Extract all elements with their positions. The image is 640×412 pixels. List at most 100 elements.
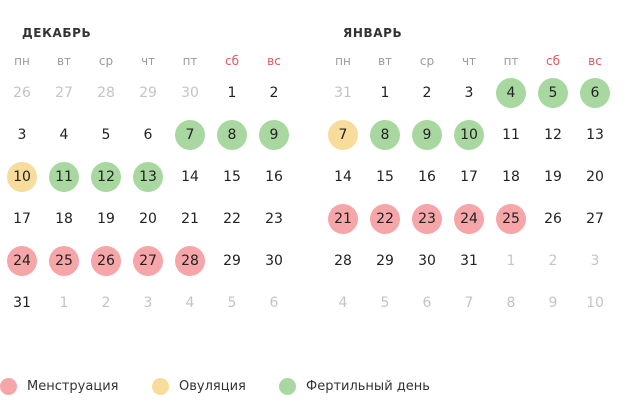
day-cell-outside-month[interactable]: 8 — [490, 282, 532, 324]
day-cell[interactable]: 29 — [364, 240, 406, 282]
day-cell-menstruation[interactable]: 23 — [406, 198, 448, 240]
day-cell[interactable]: 5 — [85, 114, 127, 156]
day-cell-menstruation[interactable]: 24 — [448, 198, 490, 240]
day-cell-outside-month[interactable]: 26 — [1, 72, 43, 114]
day-cell[interactable]: 12 — [532, 114, 574, 156]
day-cell[interactable]: 1 — [364, 72, 406, 114]
day-cell-fertile[interactable]: 9 — [253, 114, 295, 156]
day-cell-outside-month[interactable]: 5 — [364, 282, 406, 324]
day-cell[interactable]: 2 — [406, 72, 448, 114]
day-cell-menstruation[interactable]: 28 — [169, 240, 211, 282]
day-cell-outside-month[interactable]: 6 — [406, 282, 448, 324]
day-cell[interactable]: 20 — [574, 156, 616, 198]
day-cell[interactable]: 4 — [43, 114, 85, 156]
day-number: 26 — [97, 253, 115, 269]
day-cell-fertile[interactable]: 4 — [490, 72, 532, 114]
day-cell[interactable]: 15 — [211, 156, 253, 198]
day-number: 27 — [55, 85, 73, 101]
day-cell[interactable]: 17 — [448, 156, 490, 198]
day-cell-fertile[interactable]: 12 — [85, 156, 127, 198]
day-cell[interactable]: 28 — [322, 240, 364, 282]
day-number: 9 — [269, 127, 279, 143]
day-cell-fertile[interactable]: 9 — [406, 114, 448, 156]
day-cell[interactable]: 21 — [169, 198, 211, 240]
day-number: 20 — [139, 211, 157, 227]
day-cell[interactable]: 19 — [532, 156, 574, 198]
day-cell[interactable]: 18 — [490, 156, 532, 198]
day-cell-outside-month[interactable]: 27 — [43, 72, 85, 114]
day-cell[interactable]: 1 — [211, 72, 253, 114]
day-cell-outside-month[interactable]: 1 — [490, 240, 532, 282]
day-cell-outside-month[interactable]: 29 — [127, 72, 169, 114]
day-cell-outside-month[interactable]: 9 — [532, 282, 574, 324]
day-number: 31 — [334, 85, 352, 101]
day-cell-outside-month[interactable]: 3 — [127, 282, 169, 324]
day-cell[interactable]: 6 — [127, 114, 169, 156]
day-cell[interactable]: 26 — [532, 198, 574, 240]
day-cell-fertile[interactable]: 10 — [448, 114, 490, 156]
day-cell[interactable]: 2 — [253, 72, 295, 114]
day-cell[interactable]: 16 — [253, 156, 295, 198]
day-cell-ovulation[interactable]: 10 — [1, 156, 43, 198]
day-cell[interactable]: 14 — [322, 156, 364, 198]
day-cell[interactable]: 18 — [43, 198, 85, 240]
week-row: 14 15 16 17 18 19 20 — [322, 156, 616, 198]
day-number: 17 — [13, 211, 31, 227]
day-cell[interactable]: 31 — [448, 240, 490, 282]
day-cell[interactable]: 29 — [211, 240, 253, 282]
day-cell[interactable]: 3 — [1, 114, 43, 156]
day-cell-menstruation[interactable]: 26 — [85, 240, 127, 282]
day-cell-outside-month[interactable]: 31 — [322, 72, 364, 114]
day-cell[interactable]: 27 — [574, 198, 616, 240]
day-cell-outside-month[interactable]: 10 — [574, 282, 616, 324]
day-cell-fertile[interactable]: 8 — [364, 114, 406, 156]
day-cell-fertile[interactable]: 13 — [127, 156, 169, 198]
day-cell-outside-month[interactable]: 3 — [574, 240, 616, 282]
day-cell-menstruation[interactable]: 27 — [127, 240, 169, 282]
day-cell[interactable]: 15 — [364, 156, 406, 198]
day-cell[interactable]: 16 — [406, 156, 448, 198]
day-cell-outside-month[interactable]: 1 — [43, 282, 85, 324]
day-number: 12 — [544, 127, 562, 143]
day-cell[interactable]: 31 — [1, 282, 43, 324]
day-cell-fertile[interactable]: 6 — [574, 72, 616, 114]
day-cell-outside-month[interactable]: 6 — [253, 282, 295, 324]
day-cell-outside-month[interactable]: 4 — [169, 282, 211, 324]
day-cell-menstruation[interactable]: 21 — [322, 198, 364, 240]
day-cell-outside-month[interactable]: 2 — [532, 240, 574, 282]
day-cell-outside-month[interactable]: 7 — [448, 282, 490, 324]
weekday-header-row: пн вт ср чт пт сб вс — [1, 50, 295, 72]
day-number: 19 — [97, 211, 115, 227]
day-cell-fertile[interactable]: 7 — [169, 114, 211, 156]
day-cell-outside-month[interactable]: 28 — [85, 72, 127, 114]
day-cell[interactable]: 14 — [169, 156, 211, 198]
day-cell-fertile[interactable]: 11 — [43, 156, 85, 198]
day-cell[interactable]: 3 — [448, 72, 490, 114]
day-cell-menstruation[interactable]: 25 — [490, 198, 532, 240]
day-cell-menstruation[interactable]: 25 — [43, 240, 85, 282]
day-cell[interactable]: 19 — [85, 198, 127, 240]
day-cell[interactable]: 11 — [490, 114, 532, 156]
day-number: 5 — [548, 85, 558, 101]
day-cell-fertile[interactable]: 8 — [211, 114, 253, 156]
day-cell[interactable]: 20 — [127, 198, 169, 240]
day-cell[interactable]: 30 — [406, 240, 448, 282]
day-cell-fertile[interactable]: 5 — [532, 72, 574, 114]
day-cell-menstruation[interactable]: 24 — [1, 240, 43, 282]
day-cell-outside-month[interactable]: 30 — [169, 72, 211, 114]
menstruation-marker — [412, 204, 442, 234]
weekday-label: ср — [419, 54, 435, 68]
day-cell-menstruation[interactable]: 22 — [364, 198, 406, 240]
day-cell-outside-month[interactable]: 4 — [322, 282, 364, 324]
day-cell[interactable]: 13 — [574, 114, 616, 156]
day-cell-ovulation[interactable]: 7 — [322, 114, 364, 156]
day-cell-outside-month[interactable]: 2 — [85, 282, 127, 324]
day-cell[interactable]: 30 — [253, 240, 295, 282]
day-number: 2 — [548, 253, 558, 269]
day-number: 20 — [586, 169, 604, 185]
day-cell-outside-month[interactable]: 5 — [211, 282, 253, 324]
fertile-marker — [91, 162, 121, 192]
day-cell[interactable]: 17 — [1, 198, 43, 240]
day-cell[interactable]: 23 — [253, 198, 295, 240]
day-cell[interactable]: 22 — [211, 198, 253, 240]
